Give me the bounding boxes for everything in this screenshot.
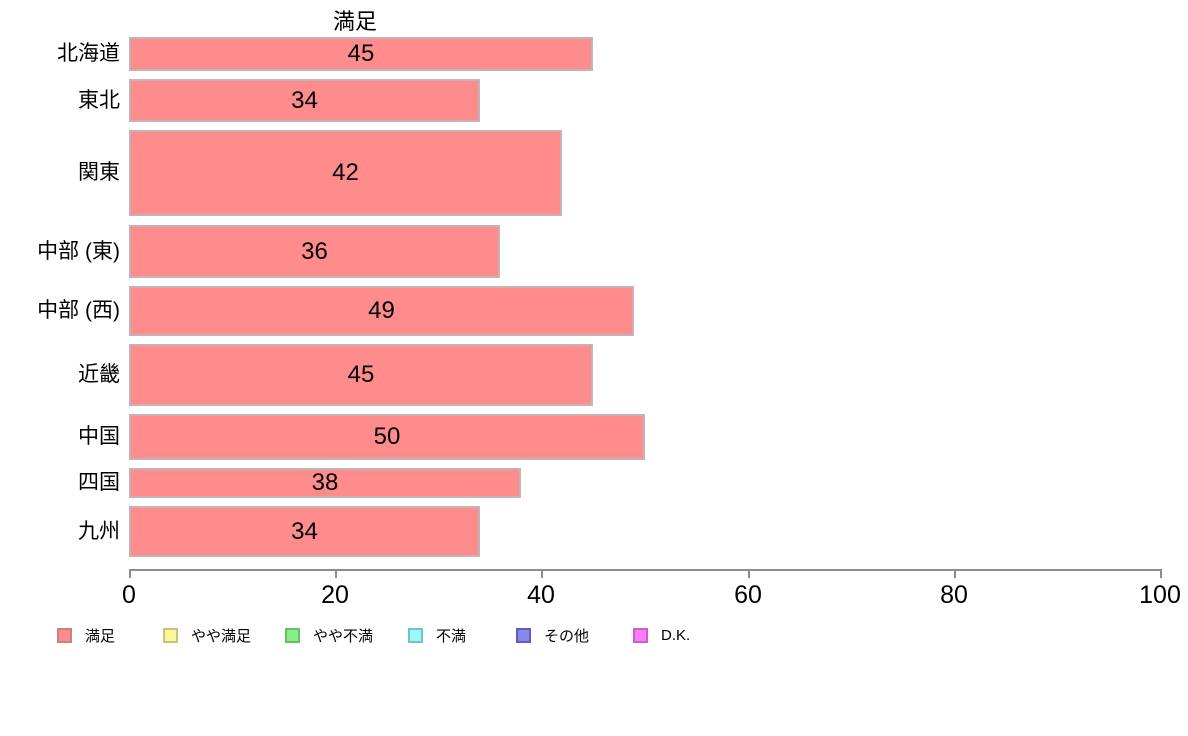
x-axis-tick-label: 20	[321, 581, 349, 609]
x-axis-tick-label: 100	[1139, 581, 1181, 609]
category-label: 四国	[78, 471, 120, 494]
bar-value-label: 45	[347, 40, 375, 67]
bar-value-label: 34	[291, 86, 318, 114]
legend-swatch-icon	[633, 627, 648, 643]
category-label: 中部 (東)	[37, 239, 120, 263]
x-axis-tick-label: 0	[122, 581, 136, 609]
x-axis-tick	[129, 569, 131, 578]
legend-label: やや不満	[313, 627, 374, 645]
legend-label: やや満足	[191, 627, 252, 645]
bar-value-label: 42	[332, 159, 359, 186]
x-axis-tick	[541, 569, 543, 578]
legend-label: D.K.	[661, 626, 691, 644]
x-axis-tick	[748, 569, 750, 578]
legend-label: その他	[544, 627, 590, 645]
x-axis-tick-label: 60	[734, 581, 762, 609]
legend-item: やや満足	[163, 627, 252, 645]
category-label: 北海道	[57, 42, 120, 65]
bar-value-label: 49	[368, 297, 395, 324]
bar: 38	[129, 468, 521, 498]
bar: 36	[129, 225, 500, 278]
x-axis-tick-label: 80	[940, 581, 968, 609]
bar: 45	[129, 344, 593, 406]
category-label: 中部 (西)	[37, 299, 120, 322]
legend-item: その他	[516, 627, 590, 645]
legend-swatch-icon	[408, 627, 423, 643]
bar: 34	[129, 79, 480, 122]
legend-item: D.K.	[633, 626, 691, 644]
category-label: 九州	[78, 519, 120, 543]
x-axis-tick	[335, 569, 337, 578]
legend-label: 不満	[436, 627, 467, 645]
bar-value-label: 45	[347, 361, 375, 388]
x-axis-tick	[954, 569, 956, 578]
legend-item: 不満	[408, 627, 467, 645]
legend-swatch-icon	[163, 627, 178, 643]
x-axis-line	[129, 569, 1160, 571]
bar-value-label: 36	[301, 237, 328, 265]
legend-swatch-icon	[57, 627, 72, 643]
bar: 42	[129, 130, 562, 216]
bar: 45	[129, 37, 593, 71]
category-label: 中国	[78, 425, 120, 448]
chart-title: 満足	[332, 9, 377, 34]
bar-value-label: 34	[291, 517, 318, 545]
category-label: 東北	[78, 88, 120, 112]
bar-value-label: 38	[311, 469, 339, 496]
category-label: 関東	[78, 161, 120, 184]
legend-swatch-icon	[516, 627, 531, 643]
bar: 49	[129, 286, 634, 336]
bar: 50	[129, 414, 645, 460]
bar-value-label: 50	[373, 423, 401, 450]
legend-label: 満足	[85, 627, 116, 645]
category-label: 近畿	[78, 363, 120, 386]
legend-item: 満足	[57, 627, 116, 645]
x-axis-tick	[1160, 569, 1162, 578]
x-axis-tick-label: 40	[527, 581, 555, 609]
bar: 34	[129, 506, 480, 557]
legend-item: やや不満	[285, 627, 374, 645]
legend-swatch-icon	[285, 627, 300, 643]
